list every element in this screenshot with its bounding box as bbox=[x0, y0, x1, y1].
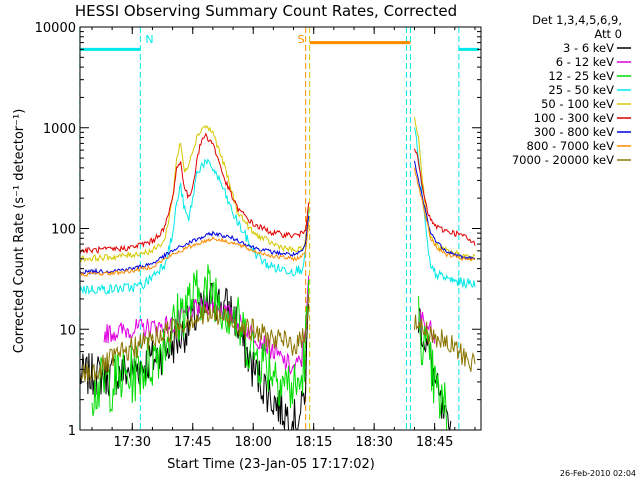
y-tick-label: 10 bbox=[59, 323, 76, 338]
legend-header: Det 1,3,4,5,6,9, bbox=[532, 13, 622, 27]
series-line bbox=[80, 158, 310, 296]
y-tick-label: 1000 bbox=[43, 122, 76, 137]
axes: 17:30 17:45 18:00 18:15 18:30 18:45 1 10 100 1000… bbox=[35, 21, 481, 450]
series-layer bbox=[80, 117, 476, 430]
y-axis-label: Corrected Count Rate (s⁻¹ detector⁻¹) bbox=[12, 109, 27, 354]
legend-entry-label: 3 - 6 keV bbox=[563, 41, 614, 55]
legend-entry-label: 12 - 25 keV bbox=[548, 69, 614, 83]
x-tick-label: 18:45 bbox=[416, 435, 453, 450]
series-line bbox=[80, 294, 310, 382]
generated-timestamp: 26-Feb-2010 02:04 bbox=[560, 469, 636, 478]
chart-title: HESSI Observing Summary Count Rates, Cor… bbox=[75, 2, 457, 20]
legend-header: Att 0 bbox=[594, 27, 622, 41]
series-line bbox=[80, 221, 310, 277]
series-line bbox=[414, 117, 476, 261]
series-line bbox=[80, 215, 310, 276]
x-tick-label: 18:00 bbox=[234, 435, 271, 450]
series-line bbox=[91, 264, 310, 417]
y-tick-label: 100 bbox=[51, 223, 76, 238]
x-tick-label: 18:15 bbox=[295, 435, 332, 450]
y-tick-label: 10000 bbox=[35, 21, 76, 36]
x-tick-label: 17:30 bbox=[114, 435, 151, 450]
series-line bbox=[80, 283, 310, 430]
series-line bbox=[414, 148, 476, 246]
series-line bbox=[414, 160, 476, 262]
y-tick-label: 1 bbox=[68, 424, 76, 439]
x-tick-label: 18:30 bbox=[355, 435, 392, 450]
flag-label: S bbox=[298, 33, 305, 46]
legend-entry-label: 6 - 12 keV bbox=[556, 55, 614, 69]
legend-entry-label: 800 - 7000 keV bbox=[526, 139, 614, 153]
legend-entry-label: 300 - 800 keV bbox=[534, 125, 614, 139]
flag-label: N bbox=[145, 33, 153, 46]
series-line bbox=[80, 124, 310, 263]
series-line bbox=[80, 132, 310, 255]
series-line bbox=[414, 314, 476, 372]
legend-entry-label: 100 - 300 keV bbox=[534, 111, 614, 125]
series-line bbox=[414, 167, 476, 262]
legend-entry-label: 7000 - 20000 keV bbox=[512, 153, 614, 167]
x-axis-label: Start Time (23-Jan-05 17:17:02) bbox=[167, 457, 375, 472]
legend-entry-label: 25 - 50 keV bbox=[548, 83, 614, 97]
legend-entry-label: 50 - 100 keV bbox=[541, 97, 614, 111]
series-line bbox=[418, 296, 448, 430]
series-line bbox=[103, 275, 310, 375]
x-tick-label: 17:45 bbox=[174, 435, 211, 450]
series-line bbox=[414, 127, 476, 290]
